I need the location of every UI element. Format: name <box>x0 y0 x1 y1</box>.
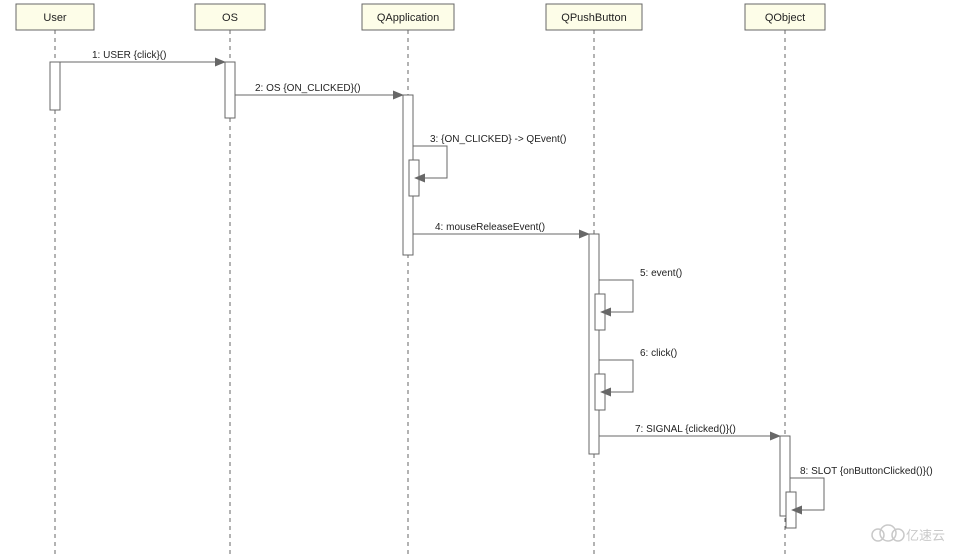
message-2: 2: OS {ON_CLICKED}() <box>235 83 403 95</box>
message-3: 3: {ON_CLICKED} -> QEvent() <box>413 134 566 178</box>
lifeline-label-qbtn: QPushButton <box>561 12 626 24</box>
message-4: 4: mouseReleaseEvent() <box>413 222 589 234</box>
message-6: 6: click() <box>599 348 677 392</box>
lifeline-label-qobj: QObject <box>765 12 805 24</box>
activation-user <box>50 62 60 110</box>
message-5: 5: event() <box>599 268 682 312</box>
message-label-1: 1: USER {click}() <box>92 50 166 61</box>
message-7: 7: SIGNAL {clicked()}() <box>599 424 780 436</box>
message-8: 8: SLOT {onButtonClicked()}() <box>790 466 933 510</box>
activation-os <box>225 62 235 118</box>
message-label-8: 8: SLOT {onButtonClicked()}() <box>800 466 933 477</box>
message-1: 1: USER {click}() <box>60 50 225 62</box>
watermark-icon <box>892 529 904 541</box>
message-label-3: 3: {ON_CLICKED} -> QEvent() <box>430 134 566 145</box>
message-label-5: 5: event() <box>640 268 682 279</box>
sequence-diagram: User OS QApplication QPushButton QObject 1: … <box>0 0 958 557</box>
message-label-2: 2: OS {ON_CLICKED}() <box>255 83 361 94</box>
message-label-6: 6: click() <box>640 348 677 359</box>
watermark-text: 亿速云 <box>906 528 945 543</box>
lifeline-label-os: OS <box>222 12 238 24</box>
message-label-4: 4: mouseReleaseEvent() <box>435 222 545 233</box>
lifeline-label-qapp: QApplication <box>377 12 439 24</box>
message-label-7: 7: SIGNAL {clicked()}() <box>635 424 736 435</box>
activation-qbtn <box>589 234 599 454</box>
lifeline-label-user: User <box>43 12 67 24</box>
